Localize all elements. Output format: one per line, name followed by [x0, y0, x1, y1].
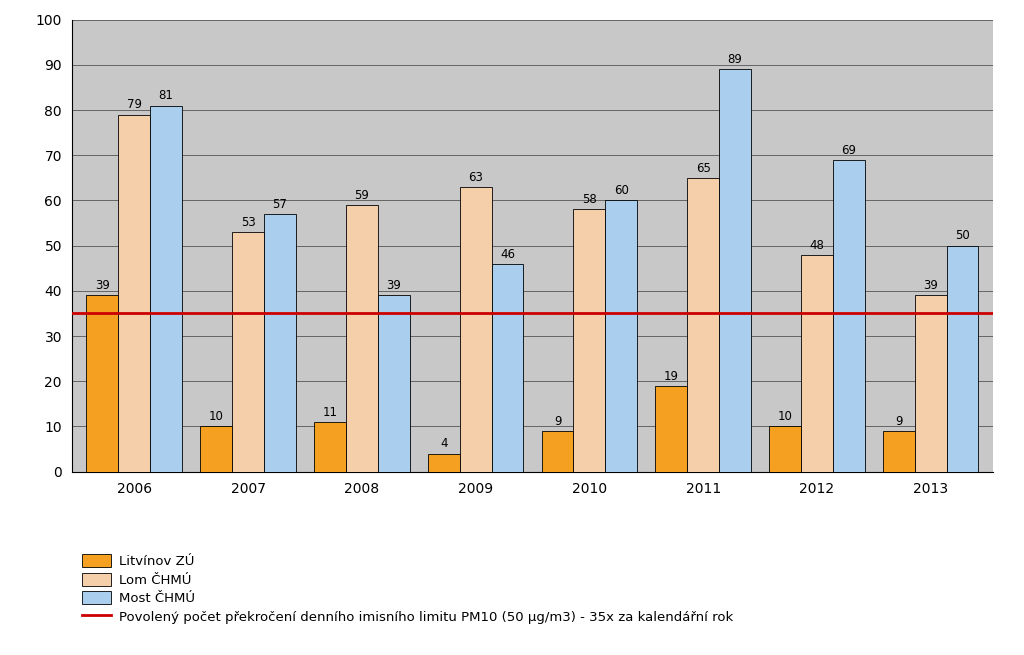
Bar	[201, 426, 232, 472]
Text: 39: 39	[924, 279, 938, 292]
Text: 11: 11	[323, 405, 338, 419]
Bar	[769, 426, 801, 472]
Text: 58: 58	[582, 193, 597, 206]
Bar	[542, 431, 573, 472]
Text: 89: 89	[728, 53, 742, 66]
Text: 10: 10	[209, 410, 223, 423]
Bar	[346, 205, 378, 472]
Bar	[232, 232, 264, 472]
Bar	[833, 160, 864, 472]
Bar	[428, 453, 460, 472]
Bar	[314, 422, 346, 472]
Text: 60: 60	[613, 184, 629, 197]
Legend: Litvínov ZÚ, Lom ČHMÚ, Most ČHMÚ, Povolený počet překročení denního imisního lim: Litvínov ZÚ, Lom ČHMÚ, Most ČHMÚ, Povole…	[78, 550, 737, 627]
Text: 53: 53	[241, 216, 255, 229]
Bar	[264, 214, 296, 472]
Bar	[378, 295, 410, 472]
Text: 39: 39	[386, 279, 401, 292]
Text: 9: 9	[895, 415, 902, 428]
Bar	[655, 386, 687, 472]
Bar	[946, 246, 979, 472]
Text: 79: 79	[127, 98, 141, 111]
Bar	[492, 264, 523, 472]
Text: 65: 65	[695, 162, 711, 175]
Text: 39: 39	[95, 279, 110, 292]
Text: 48: 48	[810, 238, 824, 252]
Bar	[151, 105, 182, 472]
Text: 57: 57	[272, 198, 288, 211]
Text: 59: 59	[354, 189, 370, 202]
Bar	[719, 69, 751, 472]
Bar	[573, 210, 605, 472]
Bar	[605, 200, 637, 472]
Bar	[119, 115, 151, 472]
Bar	[460, 187, 492, 472]
Text: 63: 63	[468, 171, 483, 183]
Bar	[687, 178, 719, 472]
Text: 19: 19	[664, 369, 679, 383]
Text: 10: 10	[777, 410, 793, 423]
Text: 4: 4	[440, 438, 447, 451]
Text: 9: 9	[554, 415, 561, 428]
Text: 69: 69	[842, 143, 856, 157]
Bar	[801, 255, 833, 472]
Bar	[914, 295, 946, 472]
Text: 81: 81	[159, 89, 173, 102]
Text: 50: 50	[955, 229, 970, 242]
Bar	[86, 295, 119, 472]
Bar	[883, 431, 914, 472]
Text: 46: 46	[500, 248, 515, 261]
